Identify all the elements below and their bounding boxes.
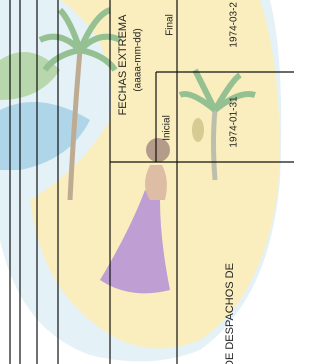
header-title: FECHAS EXTREMA	[117, 14, 129, 116]
date-value: 1974-03-2	[229, 2, 240, 48]
date-value: 1974-01-31	[229, 96, 240, 148]
header-subtitle: (aaaa-mm-dd)	[133, 28, 144, 91]
column-label: Inicial	[162, 115, 173, 141]
column-label: Final	[165, 14, 176, 36]
footer-text: DE DESPACHOS DE	[224, 263, 236, 364]
document-page: FECHAS EXTREMA (aaaa-mm-dd) Inicial Fina…	[0, 0, 294, 364]
